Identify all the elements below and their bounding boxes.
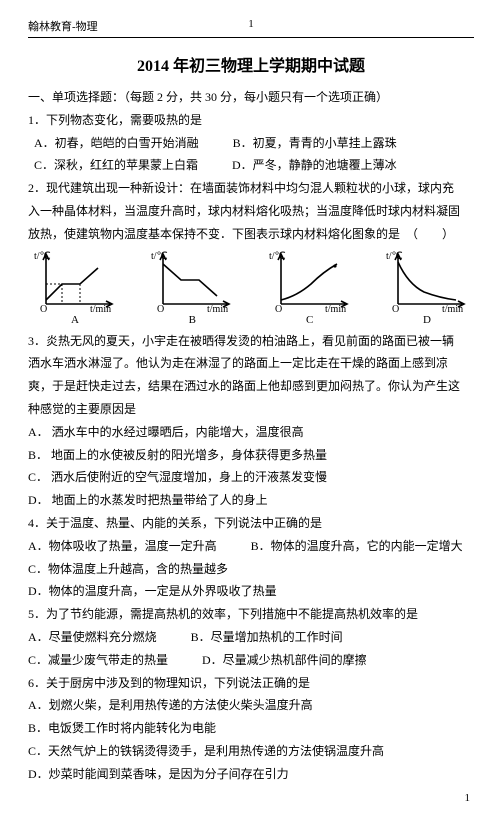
svg-text:t/min: t/min — [90, 304, 111, 312]
figure-b-label: B — [189, 314, 196, 326]
q3-opt-b: B． 地面上的水使被反射的阳光增多，身体获得更多热量 — [28, 444, 474, 467]
svg-text:O: O — [275, 304, 282, 312]
q4-stem: 4．关于温度、热量、内能的关系，下列说法中正确的是 — [28, 512, 474, 535]
svg-text:t/min: t/min — [442, 304, 463, 312]
q5-stem: 5．为了节约能源，需提高热机的效率，下列措施中不能提高热机效率的是 — [28, 603, 474, 626]
q4-opt-a: A．物体吸收了热量，温度一定升高 — [28, 535, 217, 558]
svg-text:t/min: t/min — [207, 304, 228, 312]
q2-line3: 放热，使建筑物内温度基本保持不变．下图表示球内材料熔化图象的是 （ ） — [28, 223, 474, 246]
q4-opt-b: B．物体的温度升高，它的内能一定增大 — [251, 535, 463, 558]
header-rule — [28, 37, 474, 38]
svg-text:O: O — [392, 304, 399, 312]
q3-opt-a: A． 洒水车中的水经过曝晒后，内能增大，温度很高 — [28, 421, 474, 444]
q5-opt-b: B．尽量增加热机的工作时间 — [191, 626, 343, 649]
header-left: 翰林教育-物理 — [28, 18, 98, 34]
q3-opt-c: C． 洒水后使附近的空气湿度增加，身上的汗液蒸发变慢 — [28, 466, 474, 489]
svg-text:t/℃: t/℃ — [269, 251, 286, 262]
figure-a-label: A — [71, 314, 79, 326]
q3-line3: 爽，于是赶快走过去，结果在洒过水的路面上他却感到更加闷热了。你认为产生这 — [28, 375, 474, 398]
page-header: 翰林教育-物理 1 . — [28, 18, 474, 38]
q5-opt-a: A．尽量使燃料充分燃烧 — [28, 626, 157, 649]
q3-line2: 洒水车洒水淋湿了。他认为走在淋湿了的路面上一定比走在干燥的路面上感到凉 — [28, 352, 474, 375]
svg-text:t/℃: t/℃ — [386, 251, 403, 262]
q6-opt-a: A．划燃火柴，是利用热传递的方法使火柴头温度升高 — [28, 694, 474, 717]
q6-stem: 6．关于厨房中涉及到的物理知识，下列说法正确的是 — [28, 672, 474, 695]
figure-a: t/℃ O t/min A — [32, 250, 118, 326]
q2-line2: 入一种晶体材料，当温度升高时，球内材料熔化吸热；当温度降低时球内材料凝固 — [28, 200, 474, 223]
q4-row1: A．物体吸收了热量，温度一定升高 B．物体的温度升高，它的内能一定增大 — [28, 535, 474, 558]
svg-text:t/℃: t/℃ — [151, 251, 168, 262]
ylabel-icon: t/℃ — [34, 251, 51, 262]
q5-opt-c: C．减量少废气带走的热量 — [28, 649, 168, 672]
q1-opt-d: D．严冬，静静的池塘覆上薄冰 — [232, 154, 397, 177]
svg-text:O: O — [157, 304, 164, 312]
q4-opt-d: D．物体的温度升高，一定是从外界吸收了热量 — [28, 580, 474, 603]
q5-row1: A．尽量使燃料充分燃烧 B．尽量增加热机的工作时间 — [28, 626, 474, 649]
figure-d-label: D — [423, 314, 431, 326]
exam-title: 2014 年初三物理上学期期中试题 — [28, 52, 474, 76]
q1-opt-c: C．深秋，红红的苹果蒙上白霜 — [34, 154, 198, 177]
page-footer: 1 — [28, 792, 474, 804]
q1-options-row2: C．深秋，红红的苹果蒙上白霜 D．严冬，静静的池塘覆上薄冰 — [28, 154, 474, 177]
figure-b: t/℃ O t/min B — [149, 250, 235, 326]
figure-row: t/℃ O t/min A t/℃ — [28, 250, 474, 326]
q6-opt-c: C．天然气炉上的铁锅烫得烫手，是利用热传递的方法使锅温度升高 — [28, 740, 474, 763]
q5-row2: C．减量少废气带走的热量 D．尽量减少热机部件间的摩擦 — [28, 649, 474, 672]
section-1-heading: 一、单项选择题：（每题 2 分，共 30 分，每小题只有一个选项正确） — [28, 86, 474, 109]
q1-opt-b: B．初夏，青青的小草挂上露珠 — [233, 132, 397, 155]
q3-opt-d: D． 地面上的水蒸发时把热量带给了人的身上 — [28, 489, 474, 512]
svg-text:O: O — [40, 304, 47, 312]
q3-line1: 3．炎热无风的夏天，小宇走在被晒得发烫的柏油路上，看见前面的路面已被一辆 — [28, 330, 474, 353]
q1-opt-a: A．初春，皑皑的白雪开始消融 — [34, 132, 199, 155]
q6-opt-b: B．电饭煲工作时将内能转化为电能 — [28, 717, 474, 740]
q2-line1: 2．现代建筑出现一种新设计：在墙面装饰材料中均匀混人颗粒状的小球，球内充 — [28, 177, 474, 200]
q1-stem: 1．下列物态变化，需要吸热的是 — [28, 109, 474, 132]
q6-opt-d: D．炒菜时能闻到菜香味，是因为分子间存在引力 — [28, 763, 474, 786]
q1-options-row1: A．初春，皑皑的白雪开始消融 B．初夏，青青的小草挂上露珠 — [28, 132, 474, 155]
svg-text:t/min: t/min — [325, 304, 346, 312]
q3-line4: 种感觉的主要原因是 — [28, 398, 474, 421]
figure-c: t/℃ O t/min C — [267, 250, 353, 326]
q4-opt-c: C．物体温度上升越高，含的热量越多 — [28, 558, 474, 581]
q5-opt-d: D．尽量减少热机部件间的摩擦 — [202, 649, 367, 672]
figure-c-label: C — [306, 314, 313, 326]
figure-d: t/℃ O t/min D — [384, 250, 470, 326]
